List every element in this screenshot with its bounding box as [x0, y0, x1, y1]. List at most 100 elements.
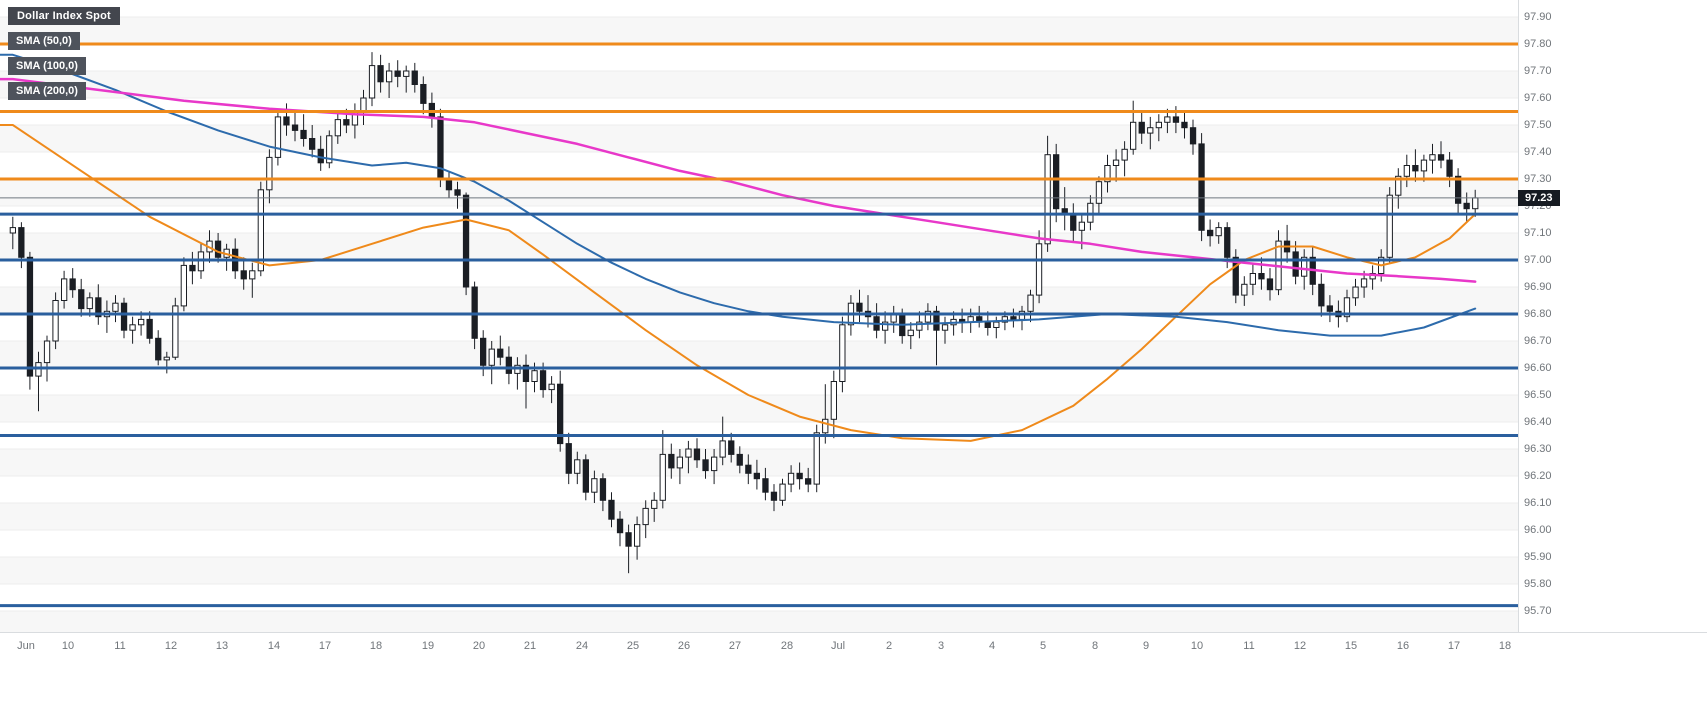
- time-axis-label: 13: [215, 640, 229, 652]
- time-axis-label: 27: [728, 640, 742, 652]
- candle: [728, 432, 735, 463]
- time-axis-label: 8: [1091, 640, 1099, 652]
- time-axis-label: 10: [61, 640, 75, 652]
- candle: [993, 316, 1000, 339]
- candle: [454, 181, 461, 209]
- candle: [770, 484, 778, 512]
- candle: [1215, 222, 1222, 244]
- candle: [1455, 168, 1462, 215]
- candle: [1403, 154, 1410, 188]
- grid-stripe: [0, 17, 1518, 44]
- grid-stripe: [0, 611, 1518, 632]
- time-axis-label: Jul: [830, 640, 846, 652]
- candle: [411, 62, 418, 93]
- candle: [69, 268, 76, 298]
- candle: [488, 341, 495, 385]
- sma-50-line[interactable]: [0, 124, 1477, 442]
- time-axis-label: 26: [677, 640, 691, 652]
- legend-sma-100[interactable]: SMA (100,0): [8, 57, 86, 75]
- price-axis-label: 95.90: [1524, 551, 1552, 563]
- candle: [676, 449, 684, 485]
- candle: [779, 478, 786, 506]
- candlestick-chart[interactable]: [0, 0, 1518, 632]
- candle: [112, 295, 119, 323]
- candle: [642, 500, 649, 539]
- price-axis[interactable]: 97.90 97.80 97.70 97.60 97.50 97.40 97.30 97.20…: [1518, 0, 1707, 632]
- candle: [403, 65, 410, 93]
- time-axis-label: 25: [626, 640, 640, 652]
- candle: [1249, 262, 1256, 296]
- candle: [266, 149, 273, 204]
- price-axis-label: 95.80: [1524, 578, 1552, 590]
- candle: [787, 465, 795, 493]
- candle: [1189, 119, 1197, 155]
- time-axis-label: 16: [1396, 640, 1410, 652]
- time-axis-label: 11: [1243, 640, 1255, 652]
- candle: [762, 467, 769, 501]
- candle: [1420, 154, 1428, 182]
- candle: [924, 303, 932, 331]
- price-axis-label: 95.70: [1524, 605, 1552, 617]
- candle: [291, 111, 299, 142]
- legend-sma-50[interactable]: SMA (50,0): [8, 32, 80, 50]
- price-axis-label: 96.60: [1524, 362, 1552, 374]
- time-axis-label: 4: [988, 640, 996, 652]
- time-axis[interactable]: Jun 10 11 12 13 14 17 18 19 20 21 24 25 26 27 28 Jul 2 3 4 5…: [0, 632, 1707, 661]
- grid-stripe: [0, 71, 1518, 98]
- price-axis-label: 96.40: [1524, 416, 1552, 428]
- candle: [1044, 135, 1051, 252]
- candle: [668, 443, 675, 479]
- grid-stripe: [0, 125, 1518, 152]
- grid-stripe: [0, 179, 1518, 206]
- candle: [522, 354, 530, 409]
- last-price-label: 97.23: [1518, 190, 1560, 206]
- candle: [1121, 141, 1128, 177]
- symbol-badge[interactable]: Dollar Index Spot: [8, 7, 120, 25]
- candle: [129, 316, 136, 344]
- grid-stripe: [0, 557, 1518, 584]
- price-axis-label: 97.40: [1524, 146, 1552, 158]
- grid-stripe: [0, 449, 1518, 476]
- candle: [9, 216, 16, 250]
- candle: [1446, 152, 1453, 188]
- candle: [685, 440, 692, 474]
- candle: [1326, 295, 1333, 323]
- legend-sma-200[interactable]: SMA (200,0): [8, 82, 86, 100]
- price-axis-label: 97.10: [1524, 227, 1552, 239]
- time-axis-label: 2: [885, 640, 893, 652]
- candle: [933, 305, 940, 366]
- candle: [1053, 143, 1060, 223]
- price-axis-label: 97.80: [1524, 38, 1552, 50]
- sma-100-line[interactable]: [0, 53, 1477, 337]
- price-axis-label: 96.00: [1524, 524, 1552, 536]
- candle: [753, 459, 761, 490]
- candle: [95, 284, 102, 325]
- candle: [146, 311, 153, 344]
- candle: [702, 449, 709, 479]
- candle: [43, 335, 51, 382]
- candle: [52, 292, 59, 350]
- time-axis-label: 17: [1447, 640, 1461, 652]
- grid-stripe: [0, 341, 1518, 368]
- candle: [719, 416, 726, 466]
- price-axis-label: 96.70: [1524, 335, 1552, 347]
- candle: [155, 330, 162, 366]
- candle: [61, 270, 68, 309]
- candle: [1292, 241, 1299, 285]
- candle: [437, 108, 444, 188]
- candle: [839, 316, 846, 393]
- candle: [214, 233, 222, 263]
- candle: [1035, 230, 1043, 304]
- candle: [830, 370, 838, 439]
- time-axis-label: 12: [164, 640, 178, 652]
- candle: [1352, 278, 1359, 306]
- candle: [300, 114, 307, 147]
- time-axis-label: 18: [369, 640, 383, 652]
- candle: [736, 446, 743, 474]
- candle: [274, 108, 282, 166]
- price-axis-label: 97.60: [1524, 92, 1552, 104]
- candle: [1010, 308, 1017, 328]
- candle: [394, 60, 401, 88]
- legend: Dollar Index Spot SMA (50,0) SMA (100,0)…: [8, 6, 120, 107]
- candle: [386, 62, 393, 98]
